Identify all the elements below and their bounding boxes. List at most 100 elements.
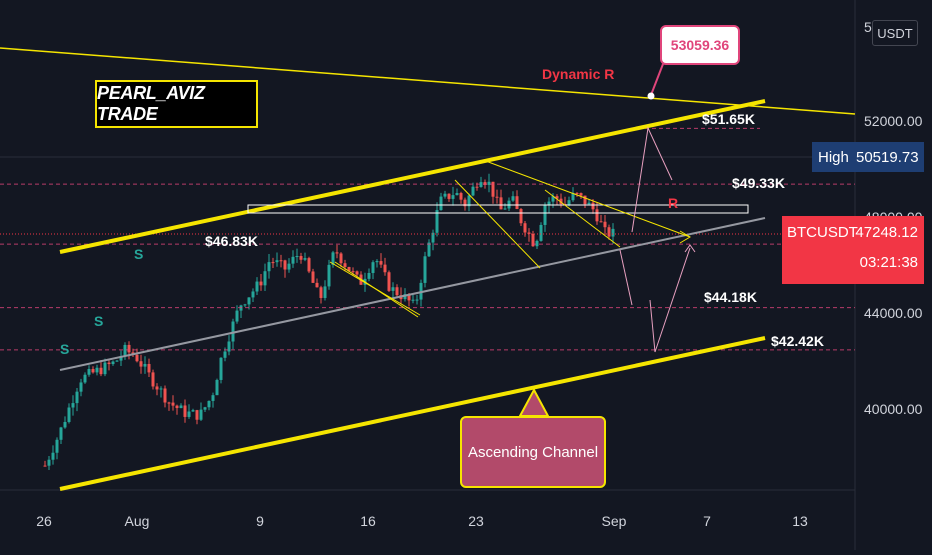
candle-body	[483, 182, 487, 185]
candle-body	[147, 363, 151, 373]
candle-body	[247, 297, 251, 305]
candle-body	[375, 261, 379, 263]
candle-body	[395, 287, 399, 296]
projection-down-path	[619, 249, 633, 306]
candle-body	[511, 196, 515, 201]
candle-body	[135, 354, 139, 362]
candle-body	[91, 369, 95, 373]
candle-body	[587, 202, 591, 205]
candle-body	[591, 202, 595, 210]
candle-body	[407, 294, 411, 301]
candle-body	[299, 256, 303, 260]
candle-body	[243, 304, 247, 306]
candle-body	[383, 264, 387, 273]
candle-body	[559, 198, 563, 205]
candle-body	[523, 223, 527, 233]
candle-body	[43, 465, 47, 467]
candle-body	[355, 271, 359, 275]
candle-body	[515, 196, 519, 210]
candle-body	[439, 196, 443, 211]
candle-body	[267, 262, 271, 272]
candle-body	[447, 193, 451, 199]
candle-body	[427, 242, 431, 257]
candle-body	[155, 386, 159, 390]
candle-body	[291, 256, 295, 264]
candle-body	[331, 252, 335, 265]
candle-body	[195, 410, 199, 420]
candle-body	[611, 228, 615, 237]
candle-body	[211, 395, 215, 401]
candle-body	[59, 427, 63, 440]
candle-body	[123, 344, 127, 357]
candle-body	[567, 200, 571, 205]
candle-body	[379, 261, 383, 265]
candle-body	[191, 410, 195, 412]
y-tick-label: 40000.00	[864, 401, 923, 417]
price-callout: 53059.36	[660, 25, 740, 65]
candle-body	[71, 403, 75, 408]
symbol-name: BTCUSDT	[787, 224, 858, 241]
candle-body	[235, 310, 239, 322]
candle-body	[571, 192, 575, 201]
candle-body	[575, 192, 579, 194]
candle-body	[319, 287, 323, 298]
candle-body	[47, 459, 51, 466]
level-label: $49.33K	[732, 175, 785, 191]
y-tick-label: 44000.00	[864, 305, 923, 321]
resistance-label: R	[668, 195, 678, 211]
candle-body	[487, 181, 491, 185]
candle-body	[139, 361, 143, 367]
candle-body	[595, 209, 599, 222]
channel-mid-line	[59, 217, 766, 371]
candle-body	[543, 205, 547, 225]
candle-body	[215, 379, 219, 396]
candle-body	[99, 367, 103, 375]
candle-body	[283, 260, 287, 270]
candle-body	[503, 208, 507, 210]
pattern-arrowhead	[679, 230, 691, 244]
bar-countdown: 03:21:38	[859, 254, 918, 271]
title-box: PEARL_AVIZ TRADE	[95, 80, 258, 128]
candles	[43, 173, 615, 470]
pattern-line	[482, 159, 691, 238]
x-tick-label: 13	[792, 513, 808, 529]
candle-body	[475, 186, 479, 188]
candle-body	[203, 407, 207, 410]
candle-body	[51, 452, 55, 460]
candle-body	[95, 367, 99, 373]
last-price: 47248.12	[855, 224, 918, 241]
dynamic-resistance-line	[0, 47, 856, 115]
candle-body	[343, 263, 347, 267]
callout-pointer	[650, 63, 664, 96]
candle-body	[315, 282, 319, 288]
dynamic-r-label: Dynamic R	[542, 66, 614, 82]
candle-body	[435, 210, 439, 233]
candle-body	[255, 281, 259, 292]
candle-body	[151, 372, 155, 387]
channel-lower-line	[59, 336, 766, 491]
candle-body	[367, 273, 371, 279]
candle-body	[323, 286, 327, 298]
candle-body	[171, 402, 175, 406]
channel-callout-tail	[518, 387, 550, 417]
candle-body	[207, 400, 211, 408]
candle-body	[467, 195, 471, 207]
level-label: $51.65K	[702, 111, 755, 127]
candle-body	[115, 360, 119, 362]
high-badge: High 50519.73	[812, 142, 924, 172]
high-value: 50519.73	[856, 148, 919, 166]
x-tick-label: 9	[256, 513, 264, 529]
candle-body	[583, 195, 587, 205]
candle-body	[335, 252, 339, 254]
candle-body	[67, 407, 71, 422]
candle-body	[279, 260, 283, 262]
candle-body	[87, 369, 91, 375]
level-label: $46.83K	[205, 233, 258, 249]
candle-body	[227, 341, 231, 352]
axis-unit-button[interactable]: USDT	[872, 20, 918, 46]
candle-body	[287, 263, 291, 270]
y-tick-label: 5	[864, 19, 872, 35]
candle-body	[275, 260, 279, 263]
candle-body	[327, 264, 331, 287]
